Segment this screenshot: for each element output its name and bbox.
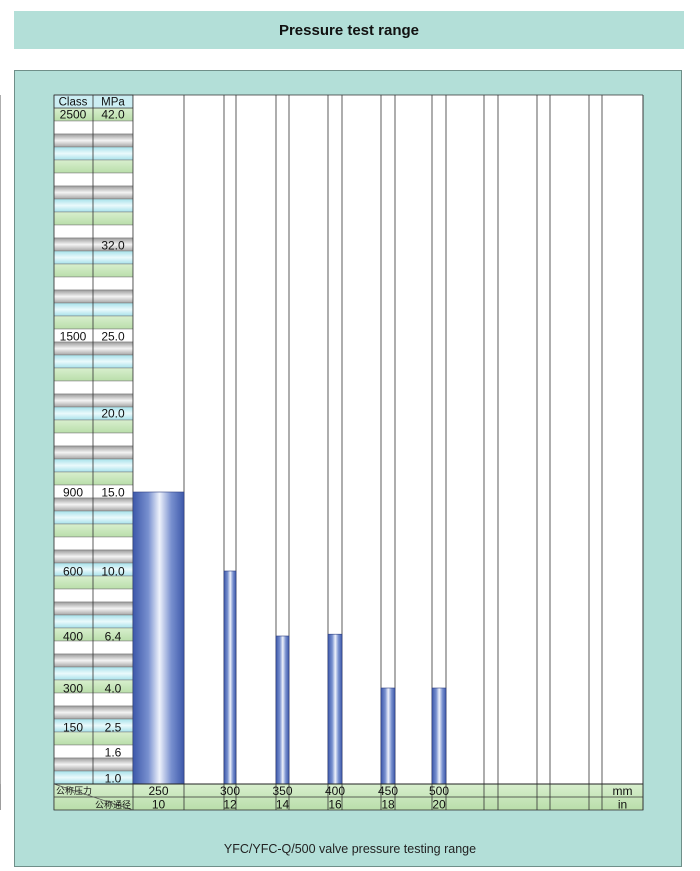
mpa-tick-label: 42.0 [101, 108, 125, 122]
x-tick-label-mm: 250 [148, 784, 168, 798]
x-tick-label-in: 16 [328, 798, 342, 812]
mpa-tick-label: 15.0 [101, 486, 125, 500]
class-tick-label: 2500 [60, 108, 87, 122]
class-tick-label: 150 [63, 721, 83, 735]
bar [132, 491, 185, 785]
x-tick-label-in: 14 [276, 798, 290, 812]
mpa-tick-label: 6.4 [105, 630, 122, 644]
scale-row [53, 198, 134, 213]
nominal-diameter-label: 公称通径 [95, 799, 131, 811]
scale-row [53, 133, 134, 148]
plot-area [133, 95, 643, 784]
bar [327, 633, 343, 785]
mpa-tick-label: 32.0 [101, 239, 125, 253]
bar [431, 687, 447, 785]
scale-row [53, 393, 134, 408]
scale-row [53, 549, 134, 564]
scale-row [53, 458, 134, 473]
scale-row [53, 276, 134, 291]
class-tick-label: 1500 [60, 330, 87, 344]
mpa-tick-label: 10.0 [101, 565, 125, 579]
bar [223, 570, 237, 785]
page-title: Pressure test range [278, 21, 420, 39]
scale-row [53, 224, 134, 239]
class-tick-label: 300 [63, 682, 83, 696]
x-tick-label-mm: 500 [429, 784, 449, 798]
nominal-pressure-label: 公称压力 [56, 785, 92, 797]
scale-row [53, 666, 134, 681]
chart-caption: YFC/YFC-Q/500 valve pressure testing ran… [223, 842, 477, 856]
x-tick-label-in: 20 [432, 798, 446, 812]
scale-row [53, 341, 134, 356]
scale-row [53, 302, 134, 317]
bar [380, 687, 396, 785]
scale-row [53, 757, 134, 772]
x-tick-label-mm: 450 [378, 784, 398, 798]
x-tick-label-mm: 350 [272, 784, 292, 798]
scale-row [53, 211, 134, 226]
scale-row [53, 497, 134, 512]
scale-row [53, 250, 134, 265]
scale-row [53, 120, 134, 135]
scale-row [53, 263, 134, 278]
scale-row [53, 380, 134, 395]
unit-mm-label: mm [613, 784, 633, 798]
scale-row [53, 146, 134, 161]
x-tick-label-in: 10 [152, 798, 166, 812]
mpa-tick-label: 1.6 [105, 746, 122, 760]
scale-row [53, 445, 134, 460]
scale-row [53, 289, 134, 304]
bar [275, 635, 290, 785]
scale-row [53, 536, 134, 551]
scale-row [53, 354, 134, 369]
mpa-tick-label: 25.0 [101, 330, 125, 344]
scale-row [53, 432, 134, 447]
mpa-tick-label: 2.5 [105, 721, 122, 735]
mpa-tick-label: 1.0 [105, 772, 122, 786]
scale-row [53, 588, 134, 603]
scale-row [53, 471, 134, 486]
scale-row [53, 601, 134, 616]
header-diagonal [53, 783, 134, 811]
x-tick-label-mm: 400 [325, 784, 345, 798]
scale-row [53, 185, 134, 200]
x-tick-label-in: 18 [381, 798, 395, 812]
scale-row [53, 419, 134, 434]
scale-row [53, 705, 134, 720]
scale-row [53, 523, 134, 538]
x-tick-label-mm: 300 [220, 784, 240, 798]
class-header: Class [59, 97, 88, 109]
scale-row [53, 510, 134, 525]
class-tick-label: 400 [63, 630, 83, 644]
scale-row [53, 614, 134, 629]
title-bar: Pressure test range [14, 11, 684, 49]
mpa-header: MPa [101, 97, 125, 109]
scale-row [53, 172, 134, 187]
unit-in-label: in [618, 798, 627, 812]
mpa-tick-label: 4.0 [105, 682, 122, 696]
scale-row [53, 159, 134, 174]
scale-row [53, 315, 134, 330]
scale-row [53, 653, 134, 668]
x-tick-label-in: 12 [223, 798, 237, 812]
class-tick-label: 900 [63, 486, 83, 500]
scale-row [53, 367, 134, 382]
class-tick-label: 600 [63, 565, 83, 579]
mpa-tick-label: 20.0 [101, 407, 125, 421]
